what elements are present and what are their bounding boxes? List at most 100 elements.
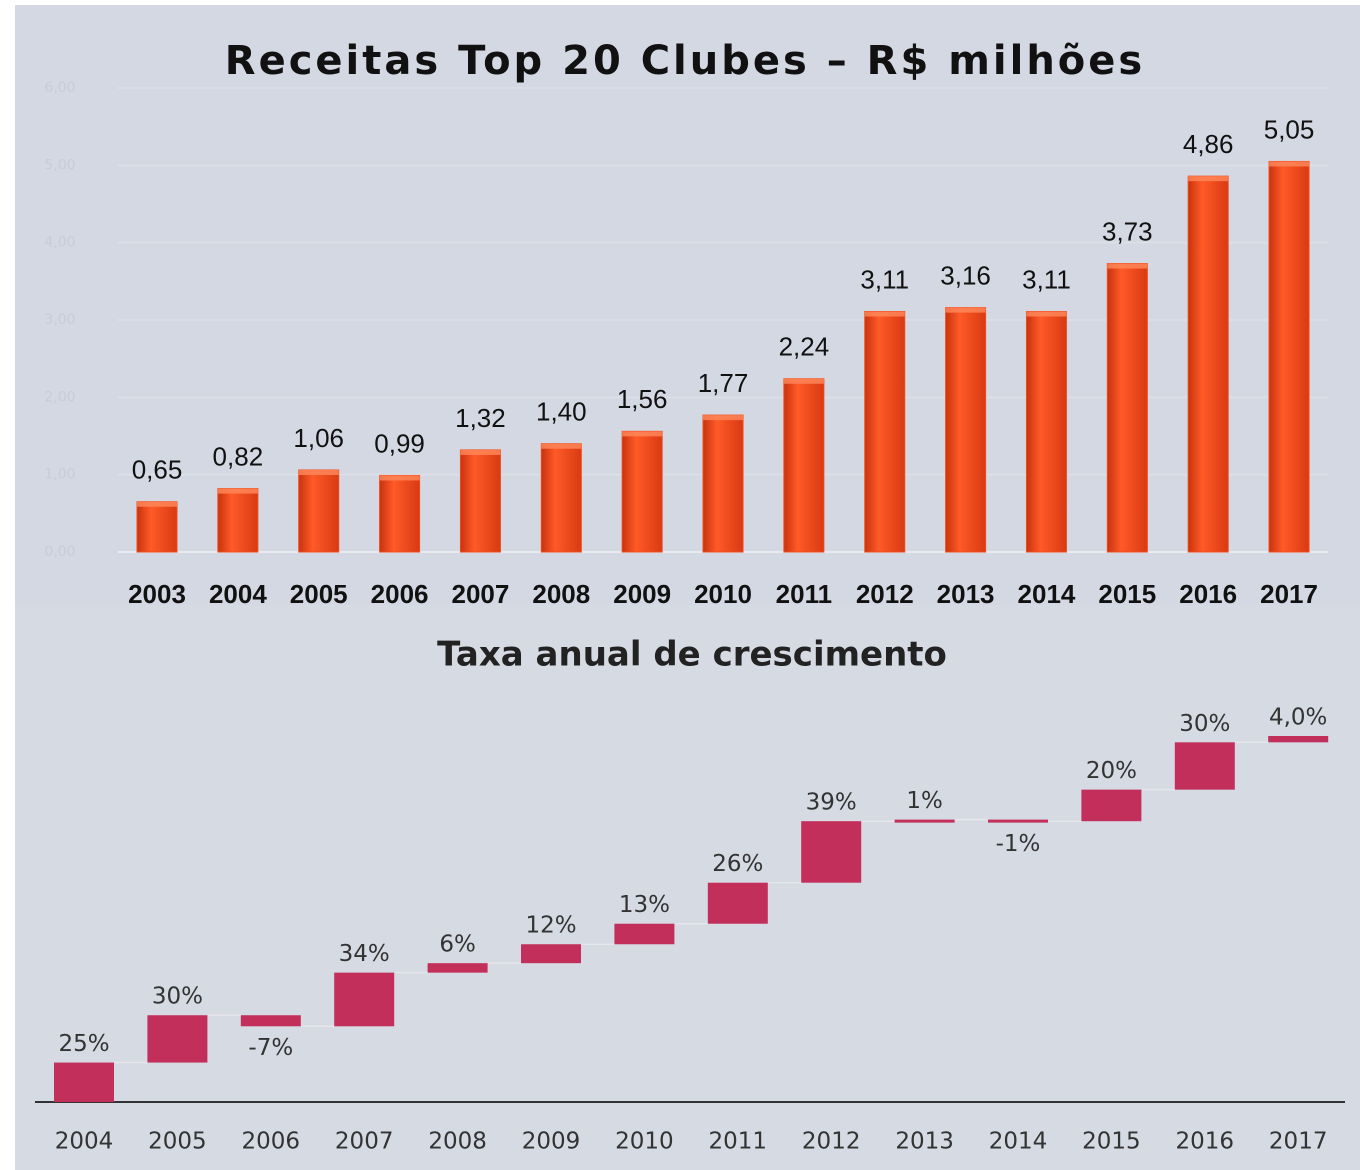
bar xyxy=(521,944,581,964)
x-tick-label: 2017 xyxy=(1269,1129,1328,1155)
x-tick-label: 2015 xyxy=(1098,579,1156,609)
bar xyxy=(1187,175,1229,553)
bar-cap xyxy=(1026,311,1067,317)
value-label: 1,32 xyxy=(455,403,506,433)
bar xyxy=(334,972,395,1027)
bar-cap xyxy=(945,307,986,313)
bar-cap xyxy=(622,431,663,437)
x-tick-label: 2009 xyxy=(522,1129,581,1155)
bar xyxy=(1081,789,1142,822)
x-tick-label: 2003 xyxy=(128,579,186,609)
value-label: 1,40 xyxy=(536,397,587,427)
x-tick-label: 2015 xyxy=(1082,1129,1141,1155)
value-label: 34% xyxy=(339,941,390,967)
value-label: 30% xyxy=(152,984,203,1010)
bar xyxy=(540,443,582,553)
x-tick-label: 2004 xyxy=(55,1129,114,1155)
value-label: 5,05 xyxy=(1264,114,1315,144)
value-label: 3,11 xyxy=(860,264,909,294)
x-tick-label: 2009 xyxy=(613,579,671,609)
chart-title: Taxa anual de crescimento xyxy=(437,635,947,675)
bar xyxy=(136,501,178,553)
bar xyxy=(988,819,1048,823)
x-tick-label: 2007 xyxy=(452,579,510,609)
value-label: 4,86 xyxy=(1183,129,1234,159)
bar-cap xyxy=(1269,161,1310,167)
bar xyxy=(147,1015,208,1063)
x-tick-label: 2016 xyxy=(1179,579,1237,609)
x-tick-label: 2014 xyxy=(1018,579,1076,609)
bar xyxy=(1106,263,1148,553)
x-tick-label: 2012 xyxy=(802,1129,861,1155)
bar xyxy=(1174,742,1235,790)
bar-cap xyxy=(137,501,177,507)
x-tick-label: 2010 xyxy=(694,579,752,609)
bar-cap xyxy=(298,470,339,476)
value-label: -7% xyxy=(248,1035,293,1061)
value-label: -1% xyxy=(996,831,1041,857)
bar-cap xyxy=(864,311,905,317)
y-tick-label: 4,00 xyxy=(44,235,75,251)
x-tick-label: 2006 xyxy=(242,1129,301,1155)
bar-cap xyxy=(379,475,420,481)
y-tick-label: 5,00 xyxy=(44,157,75,173)
bar-cap xyxy=(460,449,501,455)
y-tick-label: 3,00 xyxy=(44,312,75,328)
top-panel xyxy=(15,5,1360,605)
value-label: 1,06 xyxy=(293,423,344,453)
x-tick-label: 2012 xyxy=(856,579,914,609)
bar xyxy=(1268,160,1310,553)
x-tick-label: 2010 xyxy=(615,1129,674,1155)
bar xyxy=(707,882,768,924)
value-label: 0,99 xyxy=(374,428,425,458)
value-label: 1,77 xyxy=(698,368,749,398)
value-label: 3,73 xyxy=(1102,216,1153,246)
x-tick-label: 2008 xyxy=(428,1129,487,1155)
bottom-panel xyxy=(15,605,1360,1170)
value-label: 0,65 xyxy=(132,455,183,485)
x-tick-label: 2007 xyxy=(335,1129,394,1155)
bar xyxy=(801,821,862,883)
y-tick-label: 0,00 xyxy=(44,544,75,560)
value-label: 3,16 xyxy=(940,261,991,291)
bar-cap xyxy=(1107,263,1148,269)
bar xyxy=(702,414,744,553)
value-label: 1% xyxy=(906,788,943,814)
bar xyxy=(217,488,259,553)
value-label: 6% xyxy=(439,932,476,958)
bar xyxy=(54,1062,114,1102)
value-label: 13% xyxy=(619,892,670,918)
x-tick-label: 2014 xyxy=(989,1129,1048,1155)
y-tick-label: 2,00 xyxy=(44,389,75,405)
value-label: 39% xyxy=(806,790,857,816)
value-label: 20% xyxy=(1086,758,1137,784)
value-label: 1,56 xyxy=(617,384,668,414)
bar xyxy=(614,923,675,945)
value-label: 30% xyxy=(1179,711,1230,737)
bar xyxy=(621,430,663,553)
value-label: 4,0% xyxy=(1269,705,1327,731)
value-label: 25% xyxy=(58,1031,109,1057)
bar-cap xyxy=(783,378,824,384)
bar xyxy=(427,963,488,973)
bar-cap xyxy=(1188,176,1229,182)
value-label: 0,82 xyxy=(213,441,264,471)
chart-title: Receitas Top 20 Clubes – R$ milhões xyxy=(225,38,1145,84)
bar xyxy=(894,819,955,823)
x-tick-label: 2008 xyxy=(532,579,590,609)
value-label: 26% xyxy=(712,851,763,877)
x-tick-label: 2006 xyxy=(371,579,429,609)
bar xyxy=(1025,310,1067,553)
x-tick-label: 2005 xyxy=(290,579,348,609)
bar-cap xyxy=(541,443,582,449)
bar xyxy=(298,469,340,553)
x-tick-label: 2005 xyxy=(148,1129,207,1155)
y-tick-label: 6,00 xyxy=(44,80,75,96)
bar xyxy=(240,1015,301,1027)
bar-cap xyxy=(703,415,744,421)
x-tick-label: 2011 xyxy=(709,1129,768,1155)
x-tick-label: 2004 xyxy=(209,579,267,609)
x-tick-label: 2017 xyxy=(1260,579,1318,609)
bar-cap xyxy=(217,488,258,494)
